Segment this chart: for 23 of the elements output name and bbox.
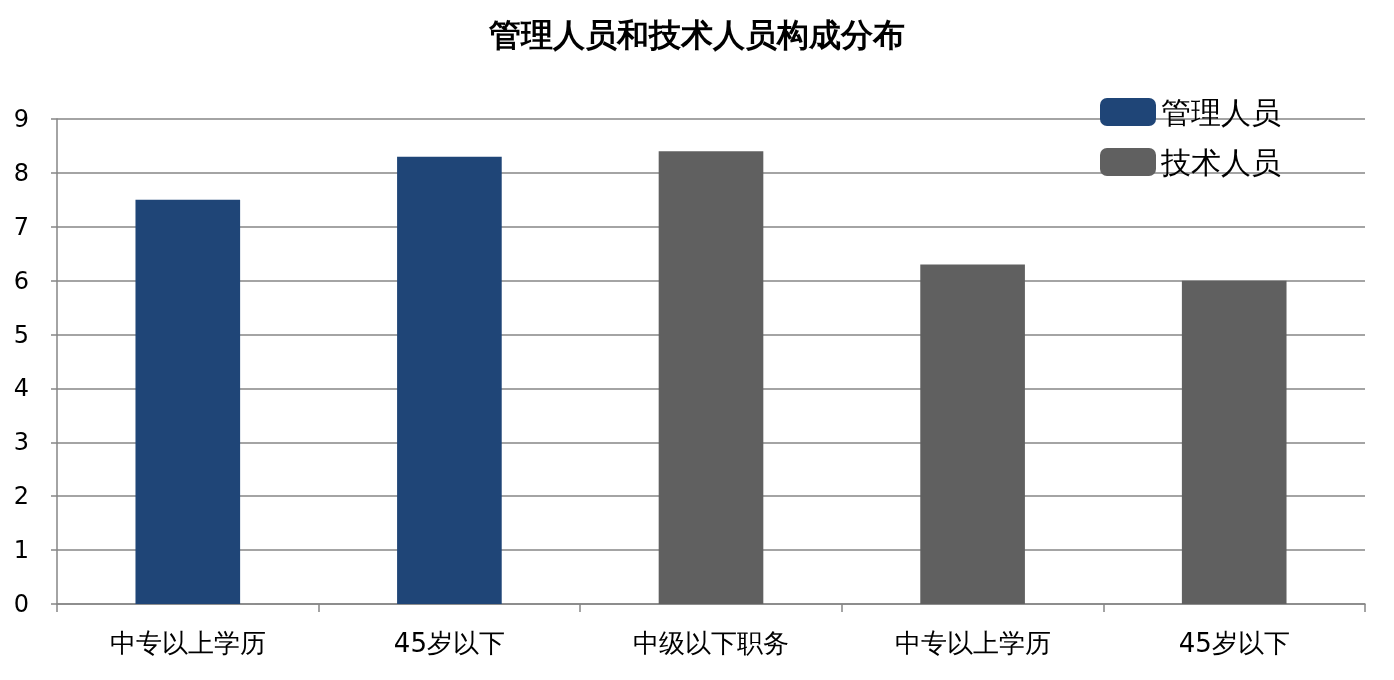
legend-label: 管理人员 <box>1161 94 1281 130</box>
y-tick-label: 4 <box>13 374 29 403</box>
bar <box>920 264 1025 604</box>
y-tick-label: 7 <box>13 212 29 241</box>
bar <box>397 156 502 604</box>
x-tick-label: 中专以上学历 <box>109 628 266 658</box>
y-tick-label: 5 <box>13 320 29 349</box>
y-tick-label: 2 <box>13 482 29 511</box>
legend-label: 技术人员 <box>1160 144 1281 180</box>
y-tick-label: 8 <box>13 158 29 187</box>
bar <box>1181 280 1287 604</box>
y-tick-label: 9 <box>13 105 29 133</box>
y-tick-label: 0 <box>13 590 29 618</box>
y-tick-label: 6 <box>13 266 29 295</box>
x-tick-label: 中级以下职务 <box>633 628 789 658</box>
bar <box>658 151 764 604</box>
y-tick-label: 1 <box>13 536 29 565</box>
x-tick-label: 45岁以下 <box>393 628 505 658</box>
chart-title: 管理人员和技术人员构成分布 <box>488 16 905 54</box>
y-tick-label: 3 <box>13 428 29 457</box>
bar <box>135 199 241 604</box>
x-tick-label: 45岁以下 <box>1178 628 1290 658</box>
x-tick-label: 中专以上学历 <box>894 628 1051 658</box>
